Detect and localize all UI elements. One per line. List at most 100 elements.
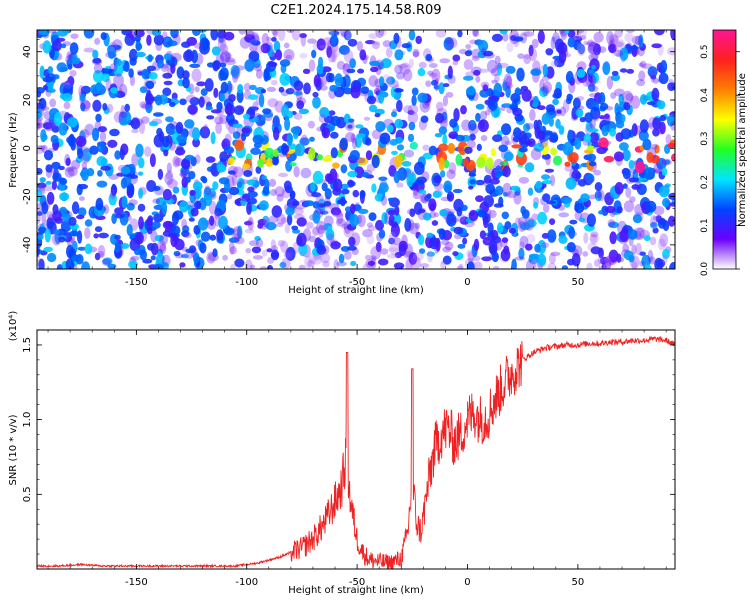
spectrogram-cell <box>479 230 486 240</box>
spectrogram-cell <box>161 254 171 267</box>
spectrogram-cell <box>210 131 216 145</box>
spectrogram-cell <box>59 93 67 99</box>
spectrogram-cell <box>619 142 629 151</box>
x-tick-label: -100 <box>235 577 258 588</box>
spectrogram-cell <box>239 36 251 49</box>
spectrogram-x-label: Height of straight line (km) <box>288 285 424 296</box>
spectrogram-cell <box>496 222 504 234</box>
spectrogram-cell <box>275 222 284 227</box>
spectrogram-cell <box>532 102 538 108</box>
spectrogram-cell <box>303 200 315 207</box>
spectrogram-cell <box>47 66 54 75</box>
spectrogram-cell <box>448 217 459 223</box>
spectrogram-cell <box>37 117 43 131</box>
spectrogram-cell <box>561 265 568 269</box>
spectrogram-cell <box>152 198 160 204</box>
spectrogram-cell <box>107 46 116 60</box>
spectrogram-cell <box>89 145 99 155</box>
spectrogram-cell <box>602 61 611 75</box>
spectrogram-cell <box>589 234 600 243</box>
spectrogram-cell <box>422 144 430 151</box>
spectrogram-cell <box>325 228 335 241</box>
spectrogram-cell <box>299 250 306 257</box>
spectrogram-cell <box>220 81 229 94</box>
spectrogram-cell <box>49 98 57 108</box>
spectrogram-cell <box>183 232 192 239</box>
spectrogram-cell <box>56 62 67 73</box>
spectrogram-cell <box>42 84 48 91</box>
spectrogram-cell <box>476 156 486 168</box>
spectrogram-cell <box>292 200 300 206</box>
spectrogram-cell <box>316 38 326 51</box>
spectrogram-cell <box>278 172 289 178</box>
spectrogram-cell <box>124 103 130 112</box>
spectrogram-cell <box>530 259 538 269</box>
spectrogram-cell <box>249 46 258 52</box>
spectrogram-cell <box>485 157 494 169</box>
spectrogram-cell <box>443 37 454 51</box>
spectrogram-cell <box>141 103 152 110</box>
spectrogram-cell <box>223 31 235 41</box>
spectrogram-cell <box>482 215 489 229</box>
spectrogram-cell <box>468 123 479 135</box>
spectrogram-cell <box>603 155 615 163</box>
spectrogram-cell <box>189 105 197 116</box>
spectrogram-cell <box>463 75 474 81</box>
spectrogram-cell <box>654 257 664 269</box>
spectrogram-cell <box>181 218 188 229</box>
spectrogram-cell <box>506 191 517 199</box>
spectrogram-cell <box>95 197 104 211</box>
spectrogram-cell <box>148 72 158 80</box>
spectrogram-cell <box>52 40 62 52</box>
spectrogram-cell <box>66 51 73 60</box>
spectrogram-cell <box>272 117 280 128</box>
snr-series-line <box>37 335 675 569</box>
spectrogram-cell <box>95 215 106 221</box>
spectrogram-cell <box>232 131 241 140</box>
spectrogram-cell <box>44 228 51 243</box>
spectrogram-cell <box>482 84 489 92</box>
spectrogram-cell <box>464 50 473 57</box>
spectrogram-cell <box>429 63 438 68</box>
spectrogram-cell <box>414 222 421 229</box>
spectrogram-cell <box>455 134 465 142</box>
spectrogram-cell <box>598 92 606 106</box>
spectrogram-cell <box>276 193 284 202</box>
spectrogram-cell <box>355 124 364 129</box>
spectrogram-cell <box>162 220 174 230</box>
spectrogram-cell <box>448 162 457 175</box>
spectrogram-cell <box>166 162 172 174</box>
spectrogram-cell <box>564 161 571 167</box>
spectrogram-cell <box>80 146 91 153</box>
spectrogram-cell <box>469 39 477 45</box>
spectrogram-cell <box>137 203 146 212</box>
spectrogram-cell <box>320 66 332 73</box>
y-tick-label: -20 <box>22 188 33 204</box>
spectrogram-cell <box>43 150 54 161</box>
spectrogram-cell <box>370 255 377 261</box>
spectrogram-cell <box>396 182 404 188</box>
spectrogram-cell <box>577 105 585 110</box>
spectrogram-cell <box>194 86 200 93</box>
spectrogram-cell <box>238 30 247 35</box>
spectrogram-cell <box>435 30 447 38</box>
spectrogram-cell <box>478 68 489 73</box>
spectrogram-cell <box>206 166 217 173</box>
spectrogram-cell <box>364 254 372 261</box>
spectrogram-cell <box>286 132 293 147</box>
spectrogram-cell <box>216 101 223 111</box>
spectrogram-cell <box>308 235 317 243</box>
spectrogram-cell <box>594 182 603 192</box>
spectrogram-cell <box>41 201 49 215</box>
spectrogram-cell <box>420 115 429 123</box>
spectrogram-cell <box>439 58 451 64</box>
spectrogram-cell <box>590 246 602 255</box>
spectrogram-cell <box>408 222 419 235</box>
spectrogram-cell <box>56 264 63 269</box>
spectrogram-cell <box>541 174 551 180</box>
spectrogram-cell <box>361 172 370 178</box>
spectrogram-cell <box>604 256 612 265</box>
spectrogram-cell <box>244 221 253 226</box>
spectrogram-cell <box>396 72 405 80</box>
spectrogram-cell <box>279 261 287 269</box>
